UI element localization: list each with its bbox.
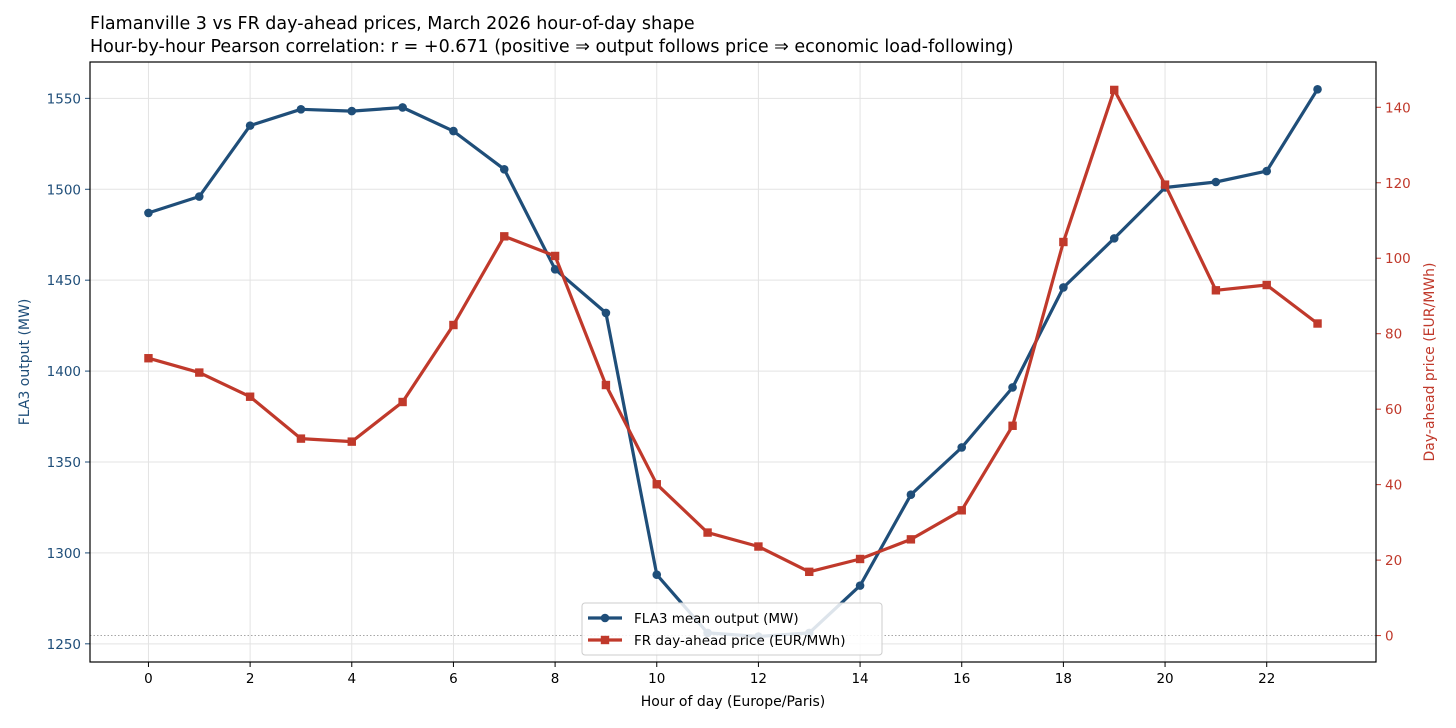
output-point (1262, 166, 1272, 176)
price-point (1160, 180, 1170, 189)
output-line (148, 88, 1319, 639)
legend-label-price: FR day-ahead price (EUR/MWh) (634, 633, 846, 649)
x-tick-label: 12 (750, 671, 767, 687)
output-point (550, 264, 560, 274)
legend-marker-output (600, 613, 610, 623)
legend: FLA3 mean output (MW) FR day-ahead price … (581, 602, 883, 656)
price-point (500, 232, 509, 241)
price-point (1110, 85, 1119, 95)
output-point (296, 104, 306, 114)
x-tick-label: 4 (347, 671, 356, 687)
legend-box (581, 602, 883, 656)
output-point (144, 208, 153, 218)
output-point (398, 103, 407, 112)
left-axis-label: FLA3 output (MW) (17, 299, 33, 426)
price-point (449, 320, 458, 330)
right-tick-label: 60 (1385, 402, 1402, 418)
chart-subtitle: Hour-by-hour Pearson correlation: r = +0… (90, 37, 1014, 57)
output-point (1211, 177, 1221, 187)
output-point (245, 121, 255, 130)
right-tick-label: 40 (1385, 478, 1402, 494)
price-point (855, 554, 865, 564)
price-point (805, 567, 814, 577)
price-point (144, 354, 153, 363)
chart-title: Flamanville 3 vs FR day-ahead prices, Ma… (90, 14, 695, 34)
output-point (1059, 283, 1068, 292)
right-tick-label: 120 (1385, 176, 1411, 192)
output-point (652, 570, 662, 580)
output-point (194, 192, 204, 201)
left-tick-label: 1450 (47, 273, 81, 289)
series-price (144, 85, 1322, 577)
x-tick-label: 16 (953, 671, 970, 687)
x-tick-label: 8 (551, 671, 560, 687)
legend-marker-price (600, 635, 610, 645)
price-point (601, 380, 611, 390)
x-tick-label: 20 (1156, 671, 1173, 687)
price-point (957, 506, 966, 515)
price-point (754, 542, 763, 551)
output-point (906, 490, 916, 500)
output-point (499, 164, 509, 174)
price-point (1008, 421, 1017, 430)
price-point (1211, 286, 1221, 295)
output-point (1313, 84, 1322, 94)
x-tick-label: 22 (1258, 671, 1275, 687)
right-tick-label: 80 (1385, 327, 1402, 343)
x-tick-label: 6 (449, 671, 458, 687)
x-axis-label: Hour of day (Europe/Paris) (641, 694, 826, 710)
price-point (652, 480, 661, 489)
right-axis-label: Day-ahead price (EUR/MWh) (1422, 263, 1438, 462)
x-tick-label: 0 (144, 671, 153, 687)
price-point (550, 251, 560, 261)
output-point (855, 581, 865, 590)
right-tick-label: 100 (1385, 251, 1411, 267)
price-point (906, 535, 916, 544)
x-tick-label: 2 (246, 671, 255, 687)
price-point (703, 528, 712, 537)
price-point (1262, 280, 1271, 290)
left-tick-label: 1550 (47, 91, 81, 107)
plot-frame (89, 61, 1377, 663)
legend-label-output: FLA3 mean output (MW) (634, 611, 799, 627)
left-tick-label: 1500 (47, 182, 81, 198)
price-point (347, 437, 356, 446)
x-tick-label: 18 (1055, 671, 1072, 687)
output-point (1008, 383, 1017, 392)
price-point (398, 397, 407, 407)
price-point (1059, 237, 1068, 247)
left-tick-label: 1300 (47, 546, 81, 562)
output-point (1109, 234, 1119, 243)
price-point (245, 392, 255, 401)
price-line (148, 88, 1319, 574)
left-tick-label: 1400 (47, 364, 81, 380)
output-point (601, 308, 611, 318)
price-point (1313, 319, 1322, 328)
price-point (296, 434, 306, 443)
output-point (449, 126, 458, 136)
output-point (957, 443, 967, 452)
series-output (144, 84, 1322, 641)
price-point (195, 368, 204, 377)
left-tick-label: 1350 (47, 455, 81, 471)
x-tick-label: 14 (851, 671, 868, 687)
x-tick-label: 10 (648, 671, 665, 687)
right-tick-label: 20 (1385, 553, 1402, 569)
left-tick-label: 1250 (47, 637, 81, 653)
output-point (347, 106, 357, 116)
right-tick-label: 140 (1385, 100, 1411, 116)
right-tick-label: 0 (1385, 629, 1394, 645)
grid-lines (90, 62, 1376, 662)
